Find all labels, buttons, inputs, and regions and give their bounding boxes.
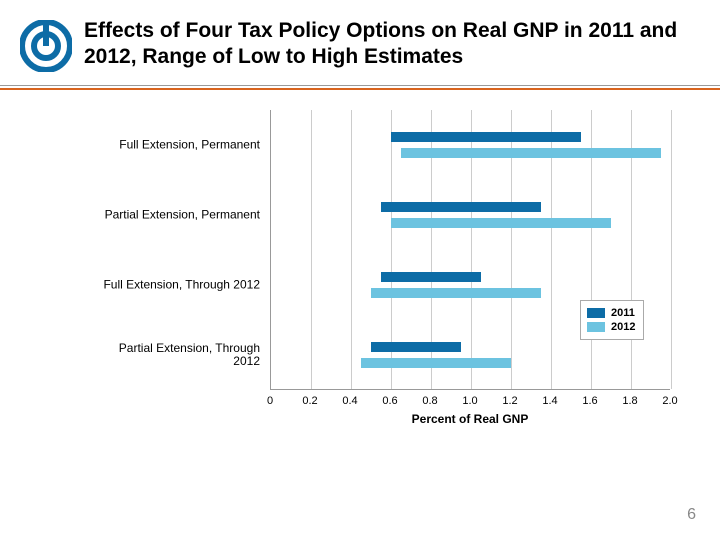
range-bar — [361, 358, 511, 368]
gridline — [351, 110, 352, 389]
plot-area — [270, 110, 670, 390]
gridline — [311, 110, 312, 389]
gnp-effects-chart: 0 0.2 0.4 0.6 0.8 1.0 1.2 1.4 1.6 1.8 2.0 Percent o… — [90, 110, 680, 430]
xtick-label: 1.4 — [542, 395, 557, 407]
range-bar — [391, 132, 581, 142]
xtick-label: 0 — [267, 395, 273, 407]
legend-swatch — [587, 322, 605, 332]
category-label: Partial Extension, Permanent — [90, 208, 260, 221]
legend-item: 2012 — [587, 321, 635, 333]
xtick-label: 1.0 — [462, 395, 477, 407]
page-number: 6 — [687, 506, 696, 524]
range-bar — [391, 218, 611, 228]
gridline — [671, 110, 672, 389]
range-bar — [371, 342, 461, 352]
xtick-label: 2.0 — [662, 395, 677, 407]
header-divider — [0, 85, 720, 90]
xtick-label: 0.4 — [342, 395, 357, 407]
range-bar — [371, 288, 541, 298]
range-bar — [381, 202, 541, 212]
range-bar — [401, 148, 661, 158]
legend: 2011 2012 — [580, 300, 644, 340]
xtick-label: 0.6 — [382, 395, 397, 407]
brand-logo — [20, 20, 72, 77]
category-label: Full Extension, Permanent — [90, 138, 260, 151]
category-label: Full Extension, Through 2012 — [90, 278, 260, 291]
xtick-label: 1.8 — [622, 395, 637, 407]
xtick-label: 0.8 — [422, 395, 437, 407]
xtick-label: 0.2 — [302, 395, 317, 407]
legend-label: 2012 — [611, 321, 635, 333]
xtick-label: 1.6 — [582, 395, 597, 407]
legend-swatch — [587, 308, 605, 318]
legend-item: 2011 — [587, 307, 635, 319]
xtick-label: 1.2 — [502, 395, 517, 407]
range-bar — [381, 272, 481, 282]
x-axis-label: Percent of Real GNP — [412, 412, 529, 426]
legend-label: 2011 — [611, 307, 635, 319]
category-label: Partial Extension, Through 2012 — [90, 342, 260, 368]
page-title: Effects of Four Tax Policy Options on Re… — [84, 18, 700, 71]
